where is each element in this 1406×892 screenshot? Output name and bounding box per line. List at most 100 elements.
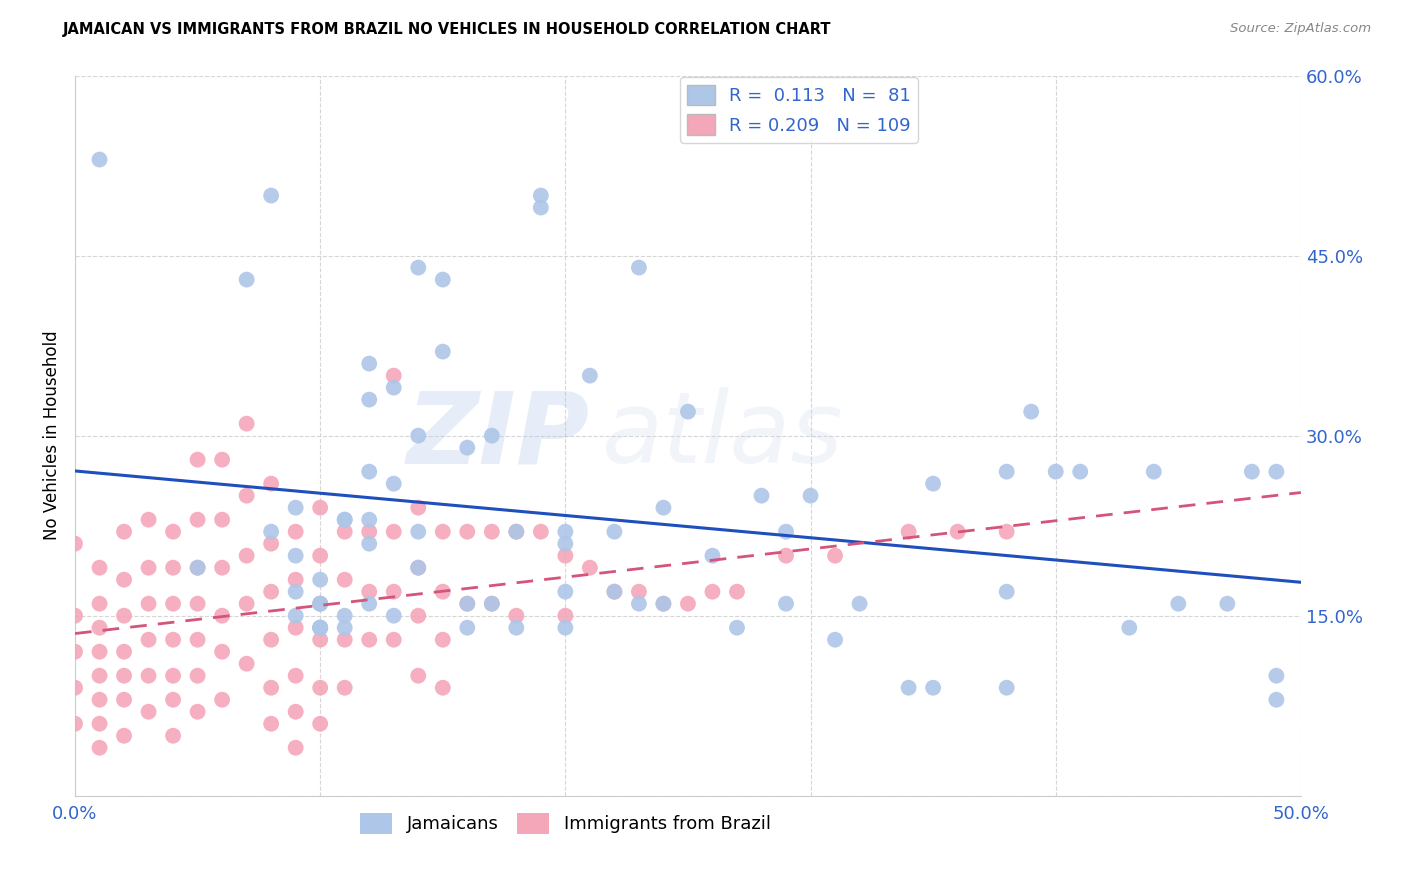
Point bbox=[284, 705, 307, 719]
Point bbox=[505, 621, 527, 635]
Point bbox=[211, 608, 233, 623]
Point bbox=[235, 597, 257, 611]
Point bbox=[359, 537, 381, 551]
Point bbox=[211, 692, 233, 706]
Point bbox=[1167, 597, 1189, 611]
Point bbox=[432, 632, 454, 647]
Point bbox=[284, 500, 307, 515]
Point bbox=[112, 669, 135, 683]
Point bbox=[235, 417, 257, 431]
Point bbox=[432, 584, 454, 599]
Point bbox=[63, 645, 86, 659]
Point bbox=[162, 669, 184, 683]
Point bbox=[406, 260, 429, 275]
Point bbox=[260, 716, 283, 731]
Point bbox=[89, 716, 111, 731]
Point bbox=[456, 441, 478, 455]
Point bbox=[359, 513, 381, 527]
Point bbox=[284, 549, 307, 563]
Point bbox=[138, 560, 160, 574]
Point bbox=[824, 632, 846, 647]
Text: ZIP: ZIP bbox=[406, 387, 591, 484]
Point bbox=[824, 549, 846, 563]
Point bbox=[162, 692, 184, 706]
Point bbox=[309, 597, 332, 611]
Point bbox=[627, 597, 650, 611]
Point bbox=[359, 524, 381, 539]
Point bbox=[235, 489, 257, 503]
Point bbox=[309, 597, 332, 611]
Point bbox=[579, 560, 602, 574]
Point bbox=[211, 560, 233, 574]
Point bbox=[333, 632, 356, 647]
Point bbox=[359, 465, 381, 479]
Point bbox=[799, 489, 821, 503]
Point bbox=[1069, 465, 1091, 479]
Point bbox=[652, 597, 675, 611]
Point bbox=[530, 188, 553, 202]
Point bbox=[481, 597, 503, 611]
Point bbox=[309, 632, 332, 647]
Point bbox=[406, 428, 429, 442]
Point bbox=[89, 645, 111, 659]
Point bbox=[187, 560, 209, 574]
Point bbox=[187, 632, 209, 647]
Point bbox=[603, 584, 626, 599]
Legend: R =  0.113   N =  81, R = 0.209   N = 109: R = 0.113 N = 81, R = 0.209 N = 109 bbox=[681, 78, 918, 143]
Point bbox=[284, 608, 307, 623]
Point bbox=[333, 573, 356, 587]
Point bbox=[187, 560, 209, 574]
Point bbox=[554, 621, 576, 635]
Point bbox=[382, 524, 405, 539]
Point bbox=[382, 608, 405, 623]
Point bbox=[406, 669, 429, 683]
Point bbox=[211, 452, 233, 467]
Point bbox=[309, 681, 332, 695]
Point bbox=[162, 632, 184, 647]
Point bbox=[359, 584, 381, 599]
Point bbox=[89, 692, 111, 706]
Point bbox=[309, 621, 332, 635]
Point bbox=[406, 608, 429, 623]
Point bbox=[162, 729, 184, 743]
Point bbox=[554, 549, 576, 563]
Point bbox=[309, 549, 332, 563]
Point bbox=[89, 621, 111, 635]
Point bbox=[456, 597, 478, 611]
Point bbox=[309, 500, 332, 515]
Point bbox=[138, 705, 160, 719]
Point bbox=[309, 621, 332, 635]
Point bbox=[382, 368, 405, 383]
Point bbox=[1265, 465, 1288, 479]
Point bbox=[112, 524, 135, 539]
Point bbox=[89, 560, 111, 574]
Point bbox=[406, 500, 429, 515]
Point bbox=[211, 513, 233, 527]
Point bbox=[995, 524, 1018, 539]
Text: JAMAICAN VS IMMIGRANTS FROM BRAZIL NO VEHICLES IN HOUSEHOLD CORRELATION CHART: JAMAICAN VS IMMIGRANTS FROM BRAZIL NO VE… bbox=[63, 22, 832, 37]
Point bbox=[530, 201, 553, 215]
Point bbox=[627, 260, 650, 275]
Point bbox=[333, 621, 356, 635]
Point bbox=[505, 524, 527, 539]
Point bbox=[138, 632, 160, 647]
Point bbox=[702, 549, 724, 563]
Point bbox=[505, 608, 527, 623]
Point bbox=[1045, 465, 1067, 479]
Point bbox=[1265, 669, 1288, 683]
Point bbox=[112, 729, 135, 743]
Point bbox=[897, 524, 920, 539]
Point bbox=[260, 632, 283, 647]
Point bbox=[554, 537, 576, 551]
Point bbox=[775, 597, 797, 611]
Point bbox=[260, 584, 283, 599]
Point bbox=[995, 681, 1018, 695]
Point bbox=[138, 597, 160, 611]
Point bbox=[63, 608, 86, 623]
Point bbox=[702, 584, 724, 599]
Point bbox=[359, 632, 381, 647]
Point bbox=[284, 584, 307, 599]
Point bbox=[187, 513, 209, 527]
Point bbox=[432, 681, 454, 695]
Point bbox=[946, 524, 969, 539]
